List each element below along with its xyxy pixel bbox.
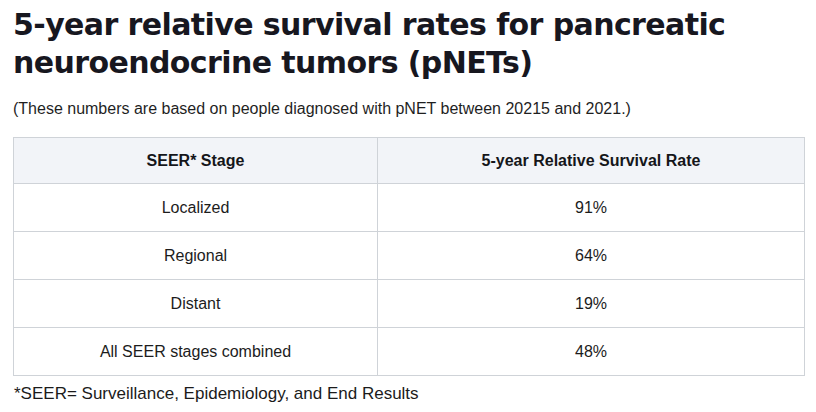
rate-cell: 91%: [378, 184, 805, 232]
rate-cell: 48%: [378, 328, 805, 376]
subtitle-note: (These numbers are based on people diagn…: [13, 99, 804, 118]
header-cell-rate: 5-year Relative Survival Rate: [378, 138, 805, 184]
survival-rates-table: SEER* Stage 5-year Relative Survival Rat…: [13, 137, 805, 376]
table-row: All SEER stages combined 48%: [14, 328, 805, 376]
page-title-line1: 5-year relative survival rates for pancr…: [13, 6, 804, 44]
seer-footnote: *SEER= Surveillance, Epidemiology, and E…: [14, 383, 804, 404]
page-title: 5-year relative survival rates for pancr…: [13, 6, 804, 82]
table-row: Regional 64%: [14, 232, 805, 280]
table-row: Distant 19%: [14, 280, 805, 328]
stage-cell: All SEER stages combined: [14, 328, 378, 376]
header-cell-stage: SEER* Stage: [14, 138, 378, 184]
table-row: Localized 91%: [14, 184, 805, 232]
stage-cell: Localized: [14, 184, 378, 232]
table-header-row: SEER* Stage 5-year Relative Survival Rat…: [14, 138, 805, 184]
content-section: 5-year relative survival rates for pancr…: [0, 0, 816, 404]
rate-cell: 19%: [378, 280, 805, 328]
rate-cell: 64%: [378, 232, 805, 280]
stage-cell: Regional: [14, 232, 378, 280]
stage-cell: Distant: [14, 280, 378, 328]
page-title-line2: neuroendocrine tumors (pNETs): [13, 44, 804, 82]
